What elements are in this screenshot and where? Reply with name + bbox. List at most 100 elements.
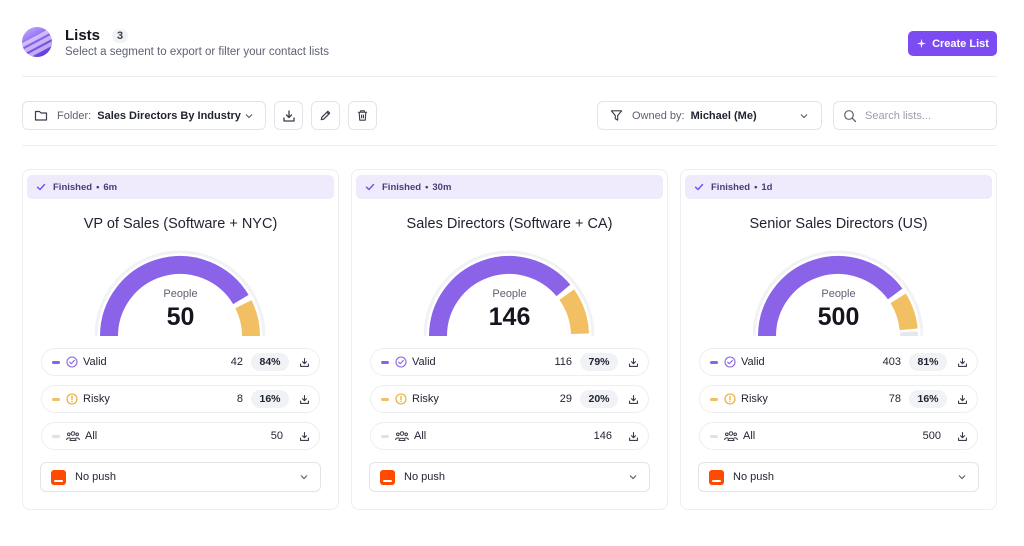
trash-icon — [357, 110, 368, 121]
push-select[interactable]: No push — [698, 462, 979, 492]
download-icon — [629, 394, 638, 404]
gauge-risky-arc — [235, 300, 260, 337]
pencil-icon — [320, 110, 331, 121]
people-icon — [724, 431, 738, 441]
download-all-button[interactable] — [628, 431, 639, 442]
list-card-2[interactable]: Finished • 30m Sales Directors (Software… — [351, 169, 668, 510]
download-valid-button[interactable] — [299, 357, 310, 368]
people-gauge — [95, 250, 265, 337]
download-icon — [300, 357, 309, 367]
create-list-button[interactable]: Create List — [908, 31, 997, 56]
download-icon — [282, 109, 295, 122]
folder-icon — [34, 110, 48, 121]
gauge-valid-arc — [100, 256, 249, 337]
check-icon — [694, 183, 704, 191]
download-risky-button[interactable] — [628, 394, 639, 405]
all-label: All — [414, 430, 427, 442]
chevron-down-icon — [629, 475, 637, 480]
edit-folder-button[interactable] — [311, 101, 340, 130]
people-label: People — [492, 288, 527, 300]
gauge-outline — [424, 250, 594, 337]
people-gauge — [753, 250, 923, 337]
risky-row[interactable]: Risky 78 16% — [699, 385, 978, 413]
people-label: People — [821, 288, 856, 300]
valid-count: 116 — [554, 356, 572, 368]
all-legend-dash — [381, 434, 389, 438]
owner-select[interactable]: Owned by: Michael (Me) — [597, 101, 822, 130]
list-card-1[interactable]: Finished • 6m VP of Sales (Software + NY… — [22, 169, 339, 510]
search-icon — [844, 109, 857, 122]
all-count: 50 — [270, 430, 283, 442]
folder-select[interactable]: Folder: Sales Directors By Industry — [22, 101, 266, 130]
all-row[interactable]: All 146 — [370, 422, 649, 450]
all-label: All — [85, 430, 98, 442]
valid-label: Valid — [412, 356, 436, 368]
status-text: Finished — [711, 181, 751, 193]
valid-row[interactable]: Valid 42 84% — [41, 348, 320, 376]
zapier-icon — [380, 469, 395, 485]
delete-folder-button[interactable] — [348, 101, 377, 130]
push-value: No push — [75, 471, 116, 483]
push-select[interactable]: No push — [40, 462, 321, 492]
valid-row[interactable]: Valid 116 79% — [370, 348, 649, 376]
download-all-button[interactable] — [299, 431, 310, 442]
download-icon — [958, 431, 967, 441]
status-separator: • — [425, 181, 429, 193]
gauge-valid-arc — [758, 256, 903, 337]
zapier-icon — [709, 469, 724, 485]
chevron-down-icon — [958, 475, 966, 480]
risky-label: Risky — [83, 393, 110, 405]
sparkle-icon — [916, 38, 927, 49]
list-title: VP of Sales (Software + NYC) — [83, 216, 278, 232]
gauge-risky-arc — [559, 289, 589, 335]
warning-icon — [66, 393, 78, 405]
status-separator: • — [96, 181, 100, 193]
people-icon — [395, 431, 409, 441]
people-count: 146 — [488, 303, 531, 331]
download-icon — [300, 431, 309, 441]
risky-percent: 16% — [251, 390, 289, 408]
download-valid-button[interactable] — [957, 357, 968, 368]
all-label: All — [743, 430, 756, 442]
download-valid-button[interactable] — [628, 357, 639, 368]
status-age: 30m — [432, 181, 452, 193]
check-icon — [365, 183, 375, 191]
people-gauge — [424, 250, 594, 337]
all-row[interactable]: All 50 — [41, 422, 320, 450]
page-title: Lists — [65, 27, 101, 44]
download-all-button[interactable] — [957, 431, 968, 442]
status-bar: Finished • 6m — [27, 175, 334, 199]
risky-row[interactable]: Risky 8 16% — [41, 385, 320, 413]
download-folder-button[interactable] — [274, 101, 303, 130]
chevron-down-icon — [800, 113, 808, 118]
download-risky-button[interactable] — [299, 394, 310, 405]
download-icon — [629, 357, 638, 367]
valid-count: 403 — [882, 356, 901, 368]
push-select[interactable]: No push — [369, 462, 650, 492]
all-count: 500 — [922, 430, 941, 442]
chevron-down-icon — [300, 475, 308, 480]
all-row[interactable]: All 500 — [699, 422, 978, 450]
status-separator: • — [754, 181, 758, 193]
search-input[interactable] — [865, 109, 985, 122]
search-box[interactable] — [833, 101, 997, 130]
push-value: No push — [733, 471, 774, 483]
risky-label: Risky — [412, 393, 439, 405]
warning-icon — [395, 393, 407, 405]
status-bar: Finished • 1d — [685, 175, 992, 199]
list-title: Sales Directors (Software + CA) — [406, 216, 613, 232]
list-card-3[interactable]: Finished • 1d Senior Sales Directors (US… — [680, 169, 997, 510]
all-legend-dash — [710, 434, 718, 438]
risky-count: 29 — [559, 393, 572, 405]
download-risky-button[interactable] — [957, 394, 968, 405]
folder-label: Folder: — [57, 109, 92, 122]
check-circle-icon — [724, 356, 736, 368]
valid-count: 42 — [230, 356, 243, 368]
risky-row[interactable]: Risky 29 20% — [370, 385, 649, 413]
all-legend-dash — [52, 434, 60, 438]
chevron-down-icon — [245, 113, 253, 118]
valid-row[interactable]: Valid 403 81% — [699, 348, 978, 376]
gauge-outline — [753, 250, 923, 337]
header-divider — [22, 76, 997, 77]
download-icon — [958, 357, 967, 367]
